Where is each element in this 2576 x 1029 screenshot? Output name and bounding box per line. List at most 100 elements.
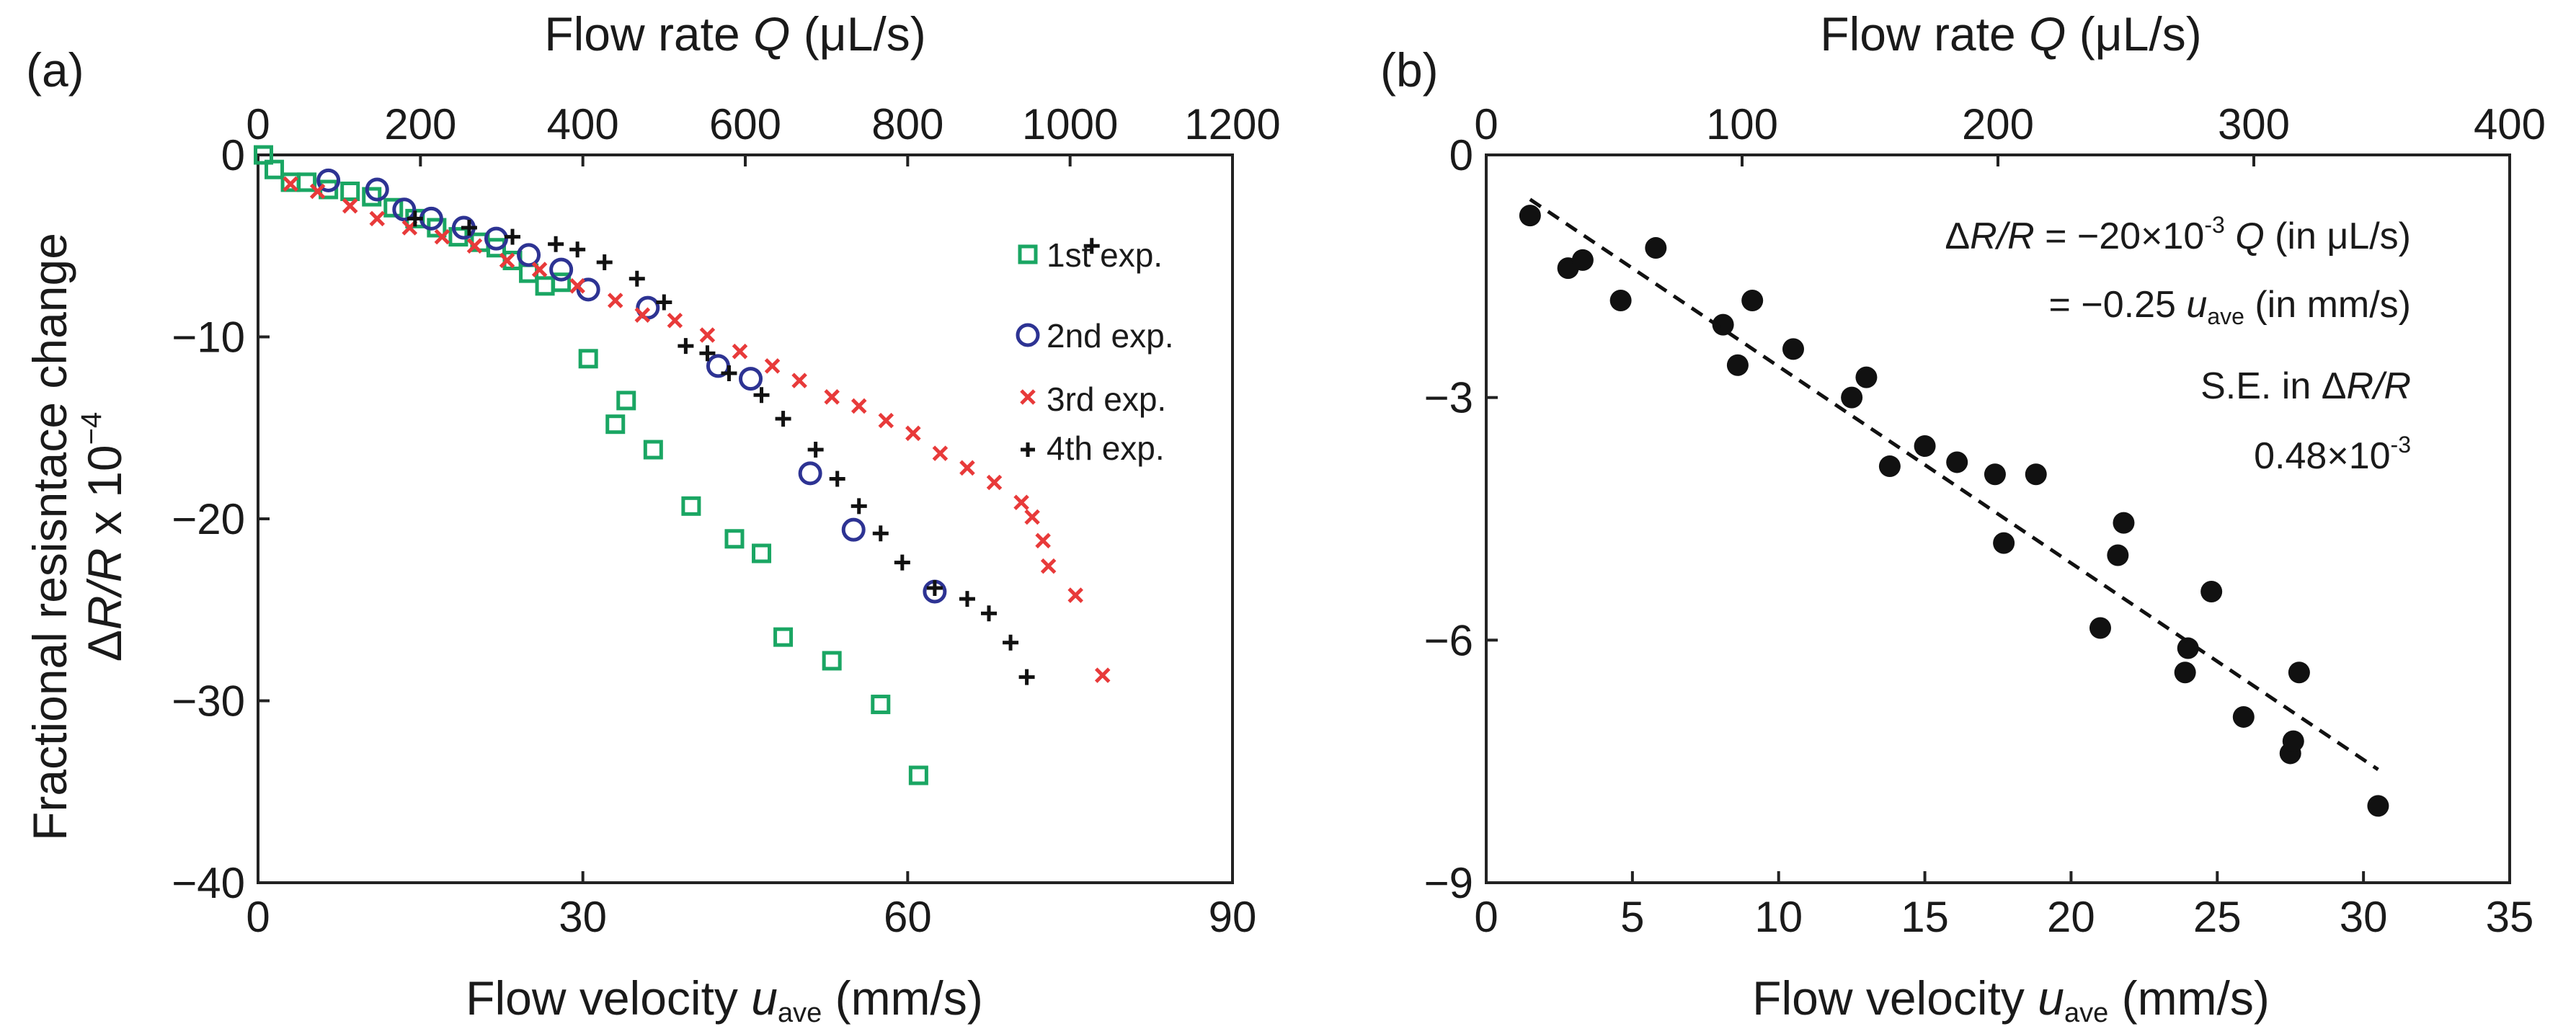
panel-a-point bbox=[905, 425, 921, 442]
panel-a-top-axis-title: Flow rate Q (μL/s) bbox=[544, 7, 925, 61]
panel-a-point bbox=[752, 543, 772, 564]
panel-a-point bbox=[383, 197, 404, 218]
panel-a-y-axis-title: Fractional resisntace change ΔR/R x 10−4 bbox=[23, 233, 131, 841]
panel-b-label: (b) bbox=[1380, 43, 1439, 97]
panel-b-x-axis-title: Flow velocity uave (mm/s) bbox=[1752, 971, 2270, 1028]
panel-a-point bbox=[466, 238, 483, 254]
panel-b-annotations: ΔR/R = −20×10-3 Q (in μL/s) = −0.25 uave… bbox=[1945, 212, 2411, 477]
panel-a-point bbox=[605, 414, 626, 435]
panel-b-top-tick-label: 200 bbox=[1962, 100, 2034, 148]
panel-b-point bbox=[1609, 290, 1632, 311]
panel-b-point bbox=[2025, 463, 2047, 486]
panel-a-y-tick-label: −20 bbox=[172, 495, 245, 543]
panel-b-point bbox=[1645, 237, 1667, 259]
panel-b-point bbox=[2282, 730, 2304, 752]
panel-b-point bbox=[1946, 451, 1968, 473]
panel-a-point bbox=[596, 254, 613, 270]
panel-a-point bbox=[254, 145, 274, 165]
panel-a-point bbox=[578, 349, 598, 369]
panel-a-point bbox=[629, 270, 645, 287]
panel-a-point bbox=[362, 187, 382, 207]
legend-label-1st: 1st exp. bbox=[1047, 236, 1163, 274]
panel-b-series-1 bbox=[1519, 205, 2389, 817]
panel-a-x-tick-label: 0 bbox=[246, 893, 270, 941]
panel-a-point bbox=[871, 695, 891, 715]
panel-b-y-tick-label: 0 bbox=[1449, 131, 1473, 179]
panel-a-point bbox=[824, 389, 840, 405]
panel-a-point bbox=[775, 411, 791, 427]
panel-a-top-tick-label: 600 bbox=[709, 100, 781, 148]
panel-a-y-tick-label: −30 bbox=[172, 677, 245, 726]
panel-a-point bbox=[1083, 238, 1100, 254]
panel-a-point bbox=[1067, 587, 1083, 603]
panel-b-plot-frame bbox=[1485, 153, 2511, 884]
panel-b-point bbox=[2367, 795, 2389, 817]
panel-a-point bbox=[484, 226, 508, 251]
panel-b-point bbox=[1878, 455, 1901, 478]
panel-a-point bbox=[551, 272, 572, 293]
panel-b-point bbox=[2288, 662, 2310, 684]
panel-b-point bbox=[1571, 249, 1594, 271]
panel-a-point bbox=[569, 241, 586, 258]
panel-a-point bbox=[764, 358, 781, 374]
panel-b-x-tick-label: 5 bbox=[1620, 893, 1644, 941]
panel-a-point bbox=[959, 460, 975, 476]
standard-error-label: S.E. in ΔR/R bbox=[2200, 365, 2411, 407]
panel-a-series-3 bbox=[283, 176, 1111, 683]
panel-a-point bbox=[732, 343, 748, 360]
panel-b-x-tick-label: 10 bbox=[1754, 893, 1803, 941]
fit-equation-q: ΔR/R = −20×10-3 Q (in μL/s) bbox=[1945, 212, 2411, 257]
panel-a-point bbox=[681, 496, 701, 516]
fit-equation-u: = −0.25 uave (in mm/s) bbox=[2049, 284, 2411, 329]
panel-a-point bbox=[894, 554, 910, 571]
panel-a-point bbox=[365, 177, 389, 202]
panel-b-x-tick-label: 15 bbox=[1901, 893, 1949, 941]
panel-a-point bbox=[499, 252, 515, 269]
panel-a-point bbox=[807, 442, 824, 458]
panel-a-top-tick-label: 1000 bbox=[1022, 100, 1118, 148]
panel-a-point bbox=[1040, 558, 1057, 574]
panel-a-top-tick-label: 0 bbox=[246, 100, 270, 148]
panel-a-point bbox=[829, 471, 845, 487]
panel-b-top-tick-label: 100 bbox=[1706, 100, 1778, 148]
panel-a-point bbox=[678, 338, 694, 355]
panel-a-series-1 bbox=[254, 145, 928, 785]
panel-a-point bbox=[1003, 634, 1019, 651]
panel-b-point bbox=[1855, 366, 1878, 388]
panel-a-point bbox=[959, 591, 975, 607]
legend-item-1st: 1st exp. bbox=[1018, 236, 1163, 274]
panel-a-point bbox=[1013, 494, 1029, 511]
panel-a-top-tick-label: 800 bbox=[871, 100, 943, 148]
panel-b-point bbox=[2232, 705, 2255, 728]
panel-b-top-tick-label: 0 bbox=[1474, 100, 1498, 148]
panel-a-top-tick-label: 1200 bbox=[1184, 100, 1280, 148]
panel-a-point bbox=[699, 345, 716, 362]
panel-a-point bbox=[822, 651, 842, 671]
panel-b-point bbox=[1712, 313, 1734, 336]
panel-b-point bbox=[2089, 617, 2111, 639]
panel-a-point bbox=[634, 307, 651, 323]
panel-a-point bbox=[926, 579, 943, 596]
panel-a-point bbox=[739, 367, 763, 391]
panel-a-point bbox=[461, 220, 477, 236]
panel-a-point bbox=[283, 176, 298, 192]
panel-b-point bbox=[2174, 662, 2196, 684]
panel-b-point bbox=[1726, 354, 1749, 376]
panel-b-chart: (b) Flow rate Q (μL/s) Flow velocity uav… bbox=[1380, 7, 2546, 1028]
panel-a-point bbox=[486, 238, 506, 258]
panel-a-y-axis-title-line2: ΔR/R x 10−4 bbox=[76, 412, 131, 662]
panel-a-point bbox=[548, 236, 564, 252]
panel-a-y-tick-label: −10 bbox=[172, 313, 245, 362]
panel-b-point bbox=[1841, 386, 1863, 409]
panel-b-top-axis-title: Flow rate Q (μL/s) bbox=[1820, 7, 2201, 61]
legend-marker-plus bbox=[1021, 442, 1035, 457]
panel-a-point bbox=[549, 257, 574, 282]
panel-a-point bbox=[878, 412, 894, 429]
panel-a-point bbox=[369, 210, 386, 227]
legend-marker-x bbox=[1020, 389, 1036, 405]
panel-a-point bbox=[340, 182, 360, 201]
panel-a-point bbox=[309, 183, 326, 200]
panel-a-top-tick-label: 400 bbox=[547, 100, 619, 148]
panel-a-x-tick-label: 90 bbox=[1209, 893, 1257, 941]
